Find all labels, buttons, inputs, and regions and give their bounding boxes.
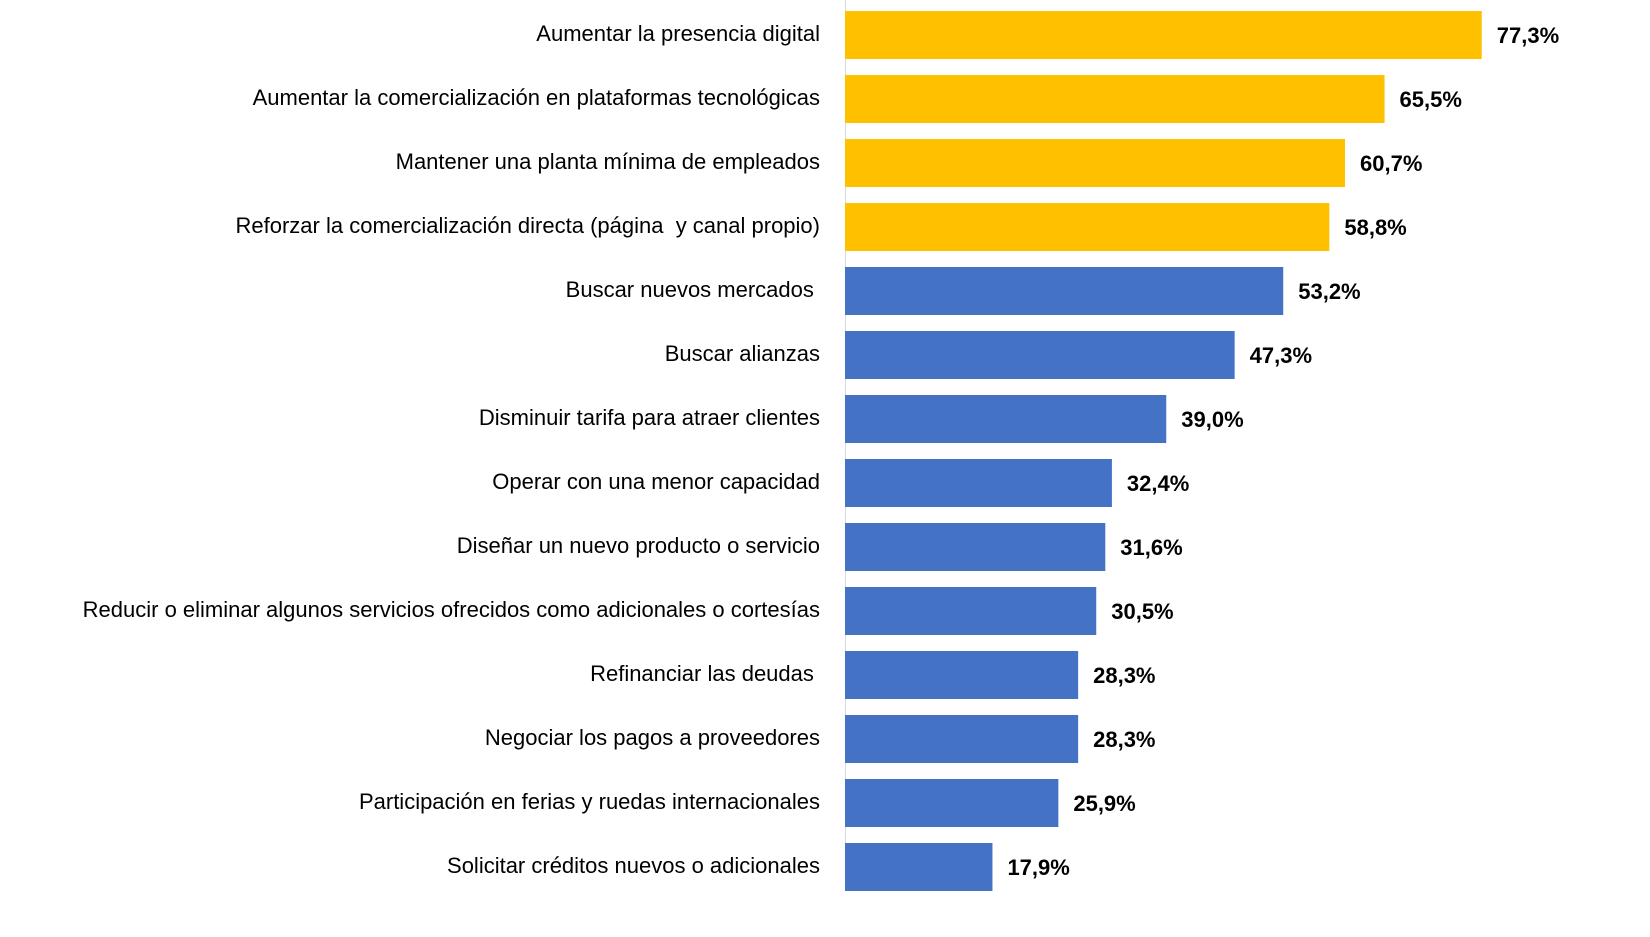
bar: [845, 75, 1385, 123]
category-label: Diseñar un nuevo producto o servicio: [457, 533, 820, 558]
value-label: 28,3%: [1093, 727, 1155, 752]
bar: [845, 395, 1167, 443]
bar: [845, 587, 1097, 635]
value-label: 53,2%: [1298, 279, 1360, 304]
bar: [845, 843, 993, 891]
category-label: Negociar los pagos a proveedores: [485, 725, 820, 750]
category-label: Mantener una planta mínima de empleados: [396, 149, 820, 174]
bar: [845, 331, 1235, 379]
value-label: 31,6%: [1120, 535, 1182, 560]
bar: [845, 203, 1330, 251]
category-label: Solicitar créditos nuevos o adicionales: [447, 853, 820, 878]
bar: [845, 715, 1079, 763]
value-label: 28,3%: [1093, 663, 1155, 688]
value-label: 17,9%: [1007, 855, 1069, 880]
value-label: 32,4%: [1127, 471, 1189, 496]
bar: [845, 523, 1106, 571]
bar: [845, 651, 1079, 699]
category-label: Reforzar la comercialización directa (pá…: [236, 213, 821, 238]
category-label: Refinanciar las deudas: [590, 661, 820, 686]
bar: [845, 267, 1284, 315]
category-label: Reducir o eliminar algunos servicios ofr…: [83, 597, 820, 622]
category-label: Buscar alianzas: [665, 341, 820, 366]
category-label: Disminuir tarifa para atraer clientes: [479, 405, 820, 430]
value-label: 30,5%: [1111, 599, 1173, 624]
bar: [845, 779, 1059, 827]
value-label: 58,8%: [1344, 215, 1406, 240]
category-label: Aumentar la presencia digital: [536, 21, 820, 46]
category-label: Aumentar la comercialización en platafor…: [253, 85, 820, 110]
value-label: 25,9%: [1073, 791, 1135, 816]
bar: [845, 459, 1112, 507]
bar: [845, 139, 1346, 187]
category-label: Buscar nuevos mercados: [566, 277, 820, 302]
value-label: 77,3%: [1497, 23, 1559, 48]
value-label: 60,7%: [1360, 151, 1422, 176]
category-label: Operar con una menor capacidad: [492, 469, 820, 494]
value-label: 65,5%: [1400, 87, 1462, 112]
bar: [845, 11, 1482, 59]
category-label: Participación en ferias y ruedas interna…: [359, 789, 820, 814]
value-label: 39,0%: [1181, 407, 1243, 432]
value-label: 47,3%: [1250, 343, 1312, 368]
